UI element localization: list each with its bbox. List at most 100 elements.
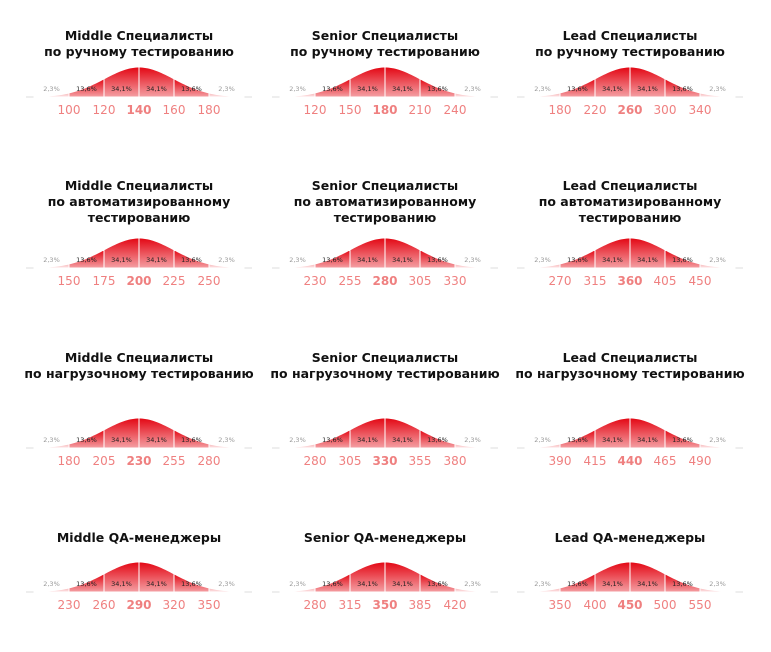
x-tick-label: 415 xyxy=(584,454,607,468)
segment-label: 13,6% xyxy=(427,436,448,444)
segment-label: 2,3% xyxy=(218,580,235,588)
x-tick-label: 405 xyxy=(654,274,677,288)
bell-segment xyxy=(419,248,456,269)
segment-label: 2,3% xyxy=(709,85,726,93)
x-tick-label: 255 xyxy=(163,454,186,468)
bell-segment xyxy=(208,263,245,269)
segment-label: 2,3% xyxy=(43,85,60,93)
x-tick-label: 280 xyxy=(304,598,327,612)
bell-segment xyxy=(349,237,386,269)
panel-title: тестированию xyxy=(88,210,191,225)
x-tick-label: 465 xyxy=(654,454,677,468)
panel-title: Lead Специалисты xyxy=(563,178,698,193)
segment-label: 2,3% xyxy=(289,85,306,93)
segment-label: 13,6% xyxy=(427,256,448,264)
segment-label: 13,6% xyxy=(76,85,97,93)
panel-title: по автоматизированному xyxy=(539,194,722,209)
x-tick-label: 120 xyxy=(93,103,116,117)
segment-label: 13,6% xyxy=(427,580,448,588)
bell-segment xyxy=(314,77,351,98)
bell-segment xyxy=(33,443,70,449)
x-tick-label: 255 xyxy=(339,274,362,288)
segment-label: 2,3% xyxy=(464,436,481,444)
bell-segment xyxy=(173,77,210,98)
bell-segment xyxy=(103,237,140,269)
segment-label: 34,1% xyxy=(602,580,623,588)
bell-segment xyxy=(664,572,701,593)
segment-label: 34,1% xyxy=(111,85,132,93)
x-tick-label: 140 xyxy=(126,103,151,117)
panel-title: Senior Специалисты xyxy=(312,350,458,365)
segment-label: 2,3% xyxy=(464,85,481,93)
segment-label: 13,6% xyxy=(322,436,343,444)
bell-segment xyxy=(699,587,736,593)
segment-label: 2,3% xyxy=(709,436,726,444)
segment-label: 13,6% xyxy=(76,256,97,264)
segment-label: 34,1% xyxy=(357,580,378,588)
segment-label: 13,6% xyxy=(181,256,202,264)
segment-label: 34,1% xyxy=(637,436,658,444)
bell-segment xyxy=(594,561,631,593)
x-tick-label: 550 xyxy=(689,598,712,612)
bell-segment xyxy=(208,92,245,98)
bell-segment xyxy=(699,263,736,269)
x-tick-label: 260 xyxy=(93,598,116,612)
x-tick-label: 420 xyxy=(444,598,467,612)
bell-segment xyxy=(384,237,421,269)
x-tick-label: 400 xyxy=(584,598,607,612)
bell-segment xyxy=(279,443,316,449)
segment-label: 34,1% xyxy=(357,85,378,93)
bell-segment xyxy=(524,263,561,269)
segment-label: 34,1% xyxy=(111,580,132,588)
bell-segment xyxy=(524,92,561,98)
bell-segment xyxy=(664,428,701,449)
x-tick-label: 440 xyxy=(617,454,642,468)
bell-segment xyxy=(33,587,70,593)
segment-label: 34,1% xyxy=(637,85,658,93)
x-tick-label: 450 xyxy=(689,274,712,288)
segment-label: 13,6% xyxy=(427,85,448,93)
segment-label: 2,3% xyxy=(43,256,60,264)
segment-label: 13,6% xyxy=(181,85,202,93)
bell-segment xyxy=(454,443,491,449)
x-tick-label: 385 xyxy=(409,598,432,612)
x-tick-label: 280 xyxy=(304,454,327,468)
x-tick-label: 260 xyxy=(617,103,642,117)
panel-title: по ручному тестированию xyxy=(44,44,234,59)
bell-segment xyxy=(279,92,316,98)
bell-segment xyxy=(279,263,316,269)
segment-label: 2,3% xyxy=(289,256,306,264)
bell-segment xyxy=(173,572,210,593)
bell-segment xyxy=(103,66,140,98)
panel-title: по нагрузочному тестированию xyxy=(24,366,253,381)
bell-segment xyxy=(384,66,421,98)
bell-segment xyxy=(629,66,666,98)
segment-label: 34,1% xyxy=(146,256,167,264)
bell-segment xyxy=(349,417,386,449)
segment-label: 13,6% xyxy=(322,580,343,588)
segment-label: 2,3% xyxy=(43,580,60,588)
segment-label: 34,1% xyxy=(392,436,413,444)
bell-segment xyxy=(629,561,666,593)
x-tick-label: 280 xyxy=(372,274,397,288)
bell-segment xyxy=(454,263,491,269)
x-tick-label: 220 xyxy=(584,103,607,117)
bell-segment xyxy=(454,587,491,593)
bell-segment xyxy=(699,92,736,98)
bell-segment xyxy=(349,66,386,98)
x-tick-label: 350 xyxy=(549,598,572,612)
segment-label: 2,3% xyxy=(289,580,306,588)
bell-segment xyxy=(138,561,175,593)
segment-label: 13,6% xyxy=(181,436,202,444)
x-tick-label: 350 xyxy=(372,598,397,612)
segment-label: 13,6% xyxy=(76,436,97,444)
bell-segment xyxy=(384,561,421,593)
bell-segment xyxy=(594,66,631,98)
x-tick-label: 175 xyxy=(93,274,116,288)
segment-label: 13,6% xyxy=(672,85,693,93)
segment-label: 2,3% xyxy=(218,85,235,93)
panel-title: Lead Специалисты xyxy=(563,28,698,43)
bell-segment xyxy=(699,443,736,449)
x-tick-label: 305 xyxy=(409,274,432,288)
bell-segment xyxy=(314,248,351,269)
